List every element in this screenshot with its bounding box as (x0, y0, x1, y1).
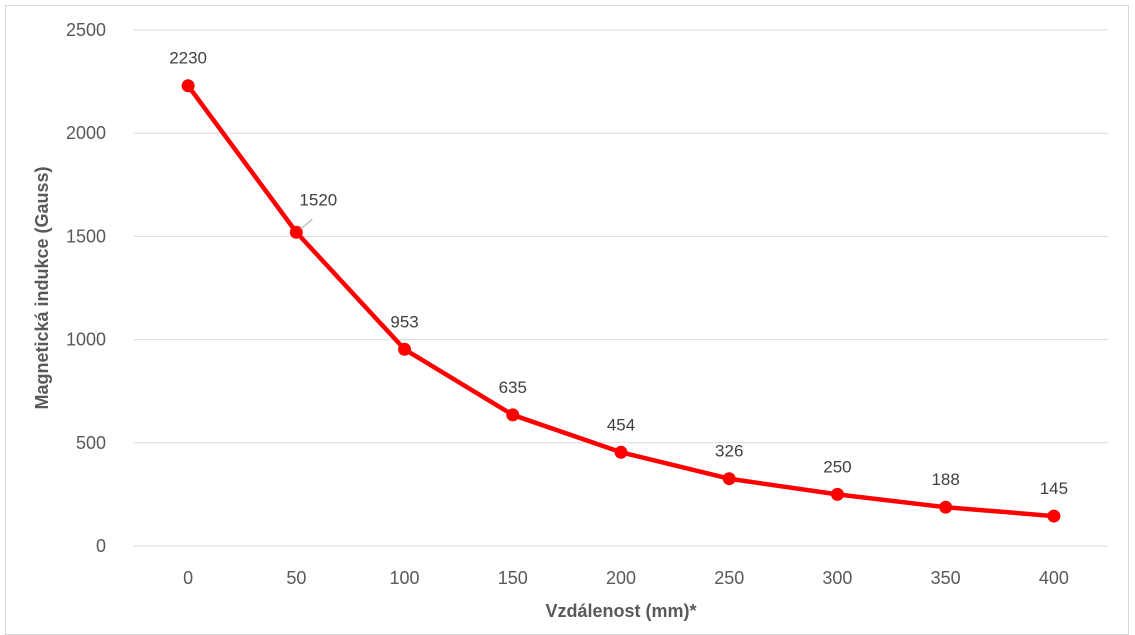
x-axis-title: Vzdálenost (mm)* (545, 601, 696, 621)
data-point (722, 472, 736, 486)
x-tick-label: 250 (714, 568, 744, 588)
y-tick-label: 0 (96, 536, 106, 556)
x-tick-label: 100 (390, 568, 420, 588)
data-label: 326 (715, 442, 743, 461)
data-point (289, 225, 303, 239)
data-label: 145 (1040, 479, 1068, 498)
y-tick-label: 2000 (66, 123, 106, 143)
data-label: 454 (607, 415, 635, 434)
data-label: 1520 (299, 190, 337, 209)
y-tick-label: 1500 (66, 226, 106, 246)
x-tick-label: 300 (822, 568, 852, 588)
y-tick-label: 2500 (66, 20, 106, 40)
y-tick-label: 500 (76, 433, 106, 453)
data-point (939, 500, 953, 514)
data-label: 2230 (169, 49, 207, 68)
chart-area (5, 5, 1129, 635)
series-layer (181, 79, 1061, 523)
data-point (1047, 509, 1061, 523)
y-tick-label: 1000 (66, 330, 106, 350)
data-label: 635 (499, 378, 527, 397)
y-axis-title: Magnetická indukce (Gauss) (32, 166, 52, 409)
x-tick-label: 200 (606, 568, 636, 588)
x-tick-label: 400 (1039, 568, 1069, 588)
data-label: 953 (390, 312, 418, 331)
data-label-leader-line (300, 218, 313, 230)
data-labels: 2230 1520 953 635 454 326 250 188 145 (169, 49, 1068, 498)
data-point (830, 487, 844, 501)
y-axis-tick-labels: 0 500 1000 1500 2000 2500 (66, 20, 106, 556)
x-axis-tick-labels: 0 50 100 150 200 250 300 350 400 (183, 568, 1069, 588)
data-label: 250 (823, 457, 851, 476)
data-point (506, 408, 520, 422)
data-point (614, 445, 628, 459)
x-tick-label: 350 (931, 568, 961, 588)
gridlines (134, 29, 1108, 547)
x-tick-label: 150 (498, 568, 528, 588)
data-label: 188 (931, 470, 959, 489)
data-point (398, 342, 412, 356)
x-tick-label: 50 (286, 568, 306, 588)
data-point (181, 79, 195, 93)
x-tick-label: 0 (183, 568, 193, 588)
